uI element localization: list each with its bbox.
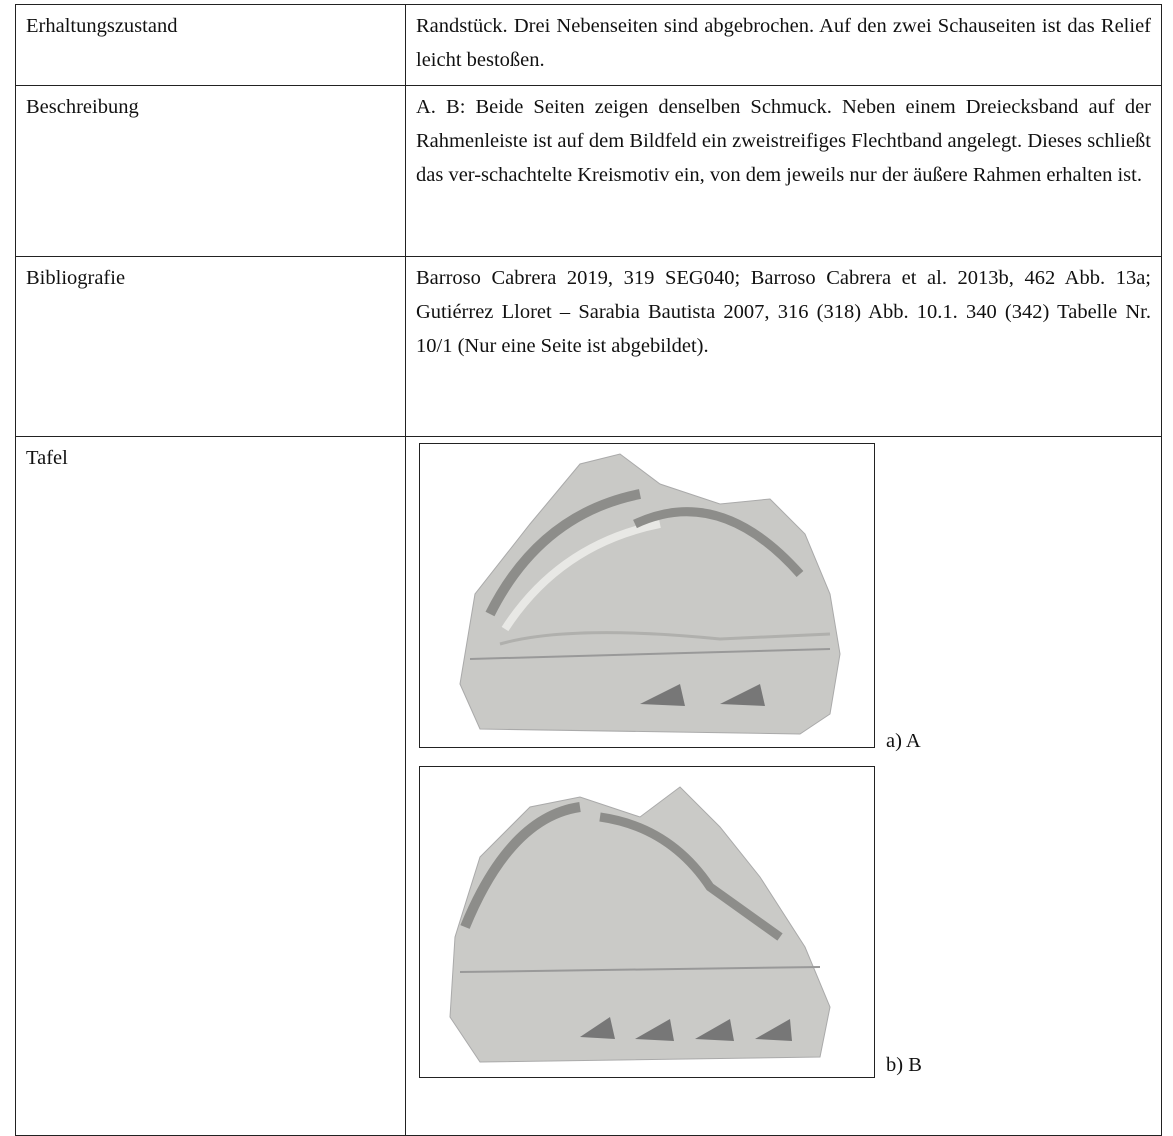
page: Erhaltungszustand Randstück. Drei Nebens… — [15, 4, 1162, 1136]
text-cell: Barroso Cabrera 2019, 319 SEG040; Barros… — [405, 256, 1162, 437]
figure-caption: a) A — [886, 730, 921, 752]
row-text: A. B: Beide Seiten zeigen denselben Schm… — [416, 96, 1151, 186]
stone-image — [449, 786, 831, 1063]
row-text: Randstück. Drei Nebenseiten sind abgebro… — [416, 15, 1151, 71]
label-cell: Tafel — [15, 436, 406, 1136]
row-label: Beschreibung — [26, 96, 139, 118]
row-label: Erhaltungszustand — [26, 15, 178, 37]
label-cell: Beschreibung — [15, 85, 406, 257]
row-text: Barroso Cabrera 2019, 319 SEG040; Barros… — [416, 267, 1151, 357]
stone-image — [459, 453, 841, 735]
figure-caption: b) B — [886, 1054, 922, 1076]
row-label: Bibliografie — [26, 267, 126, 289]
text-cell: A. B: Beide Seiten zeigen denselben Schm… — [405, 85, 1162, 257]
label-cell: Erhaltungszustand — [15, 4, 406, 86]
figure-b — [419, 766, 875, 1078]
label-cell: Bibliografie — [15, 256, 406, 437]
figure-a — [419, 443, 875, 748]
row-label: Tafel — [26, 447, 68, 469]
text-cell: Randstück. Drei Nebenseiten sind abgebro… — [405, 4, 1162, 86]
